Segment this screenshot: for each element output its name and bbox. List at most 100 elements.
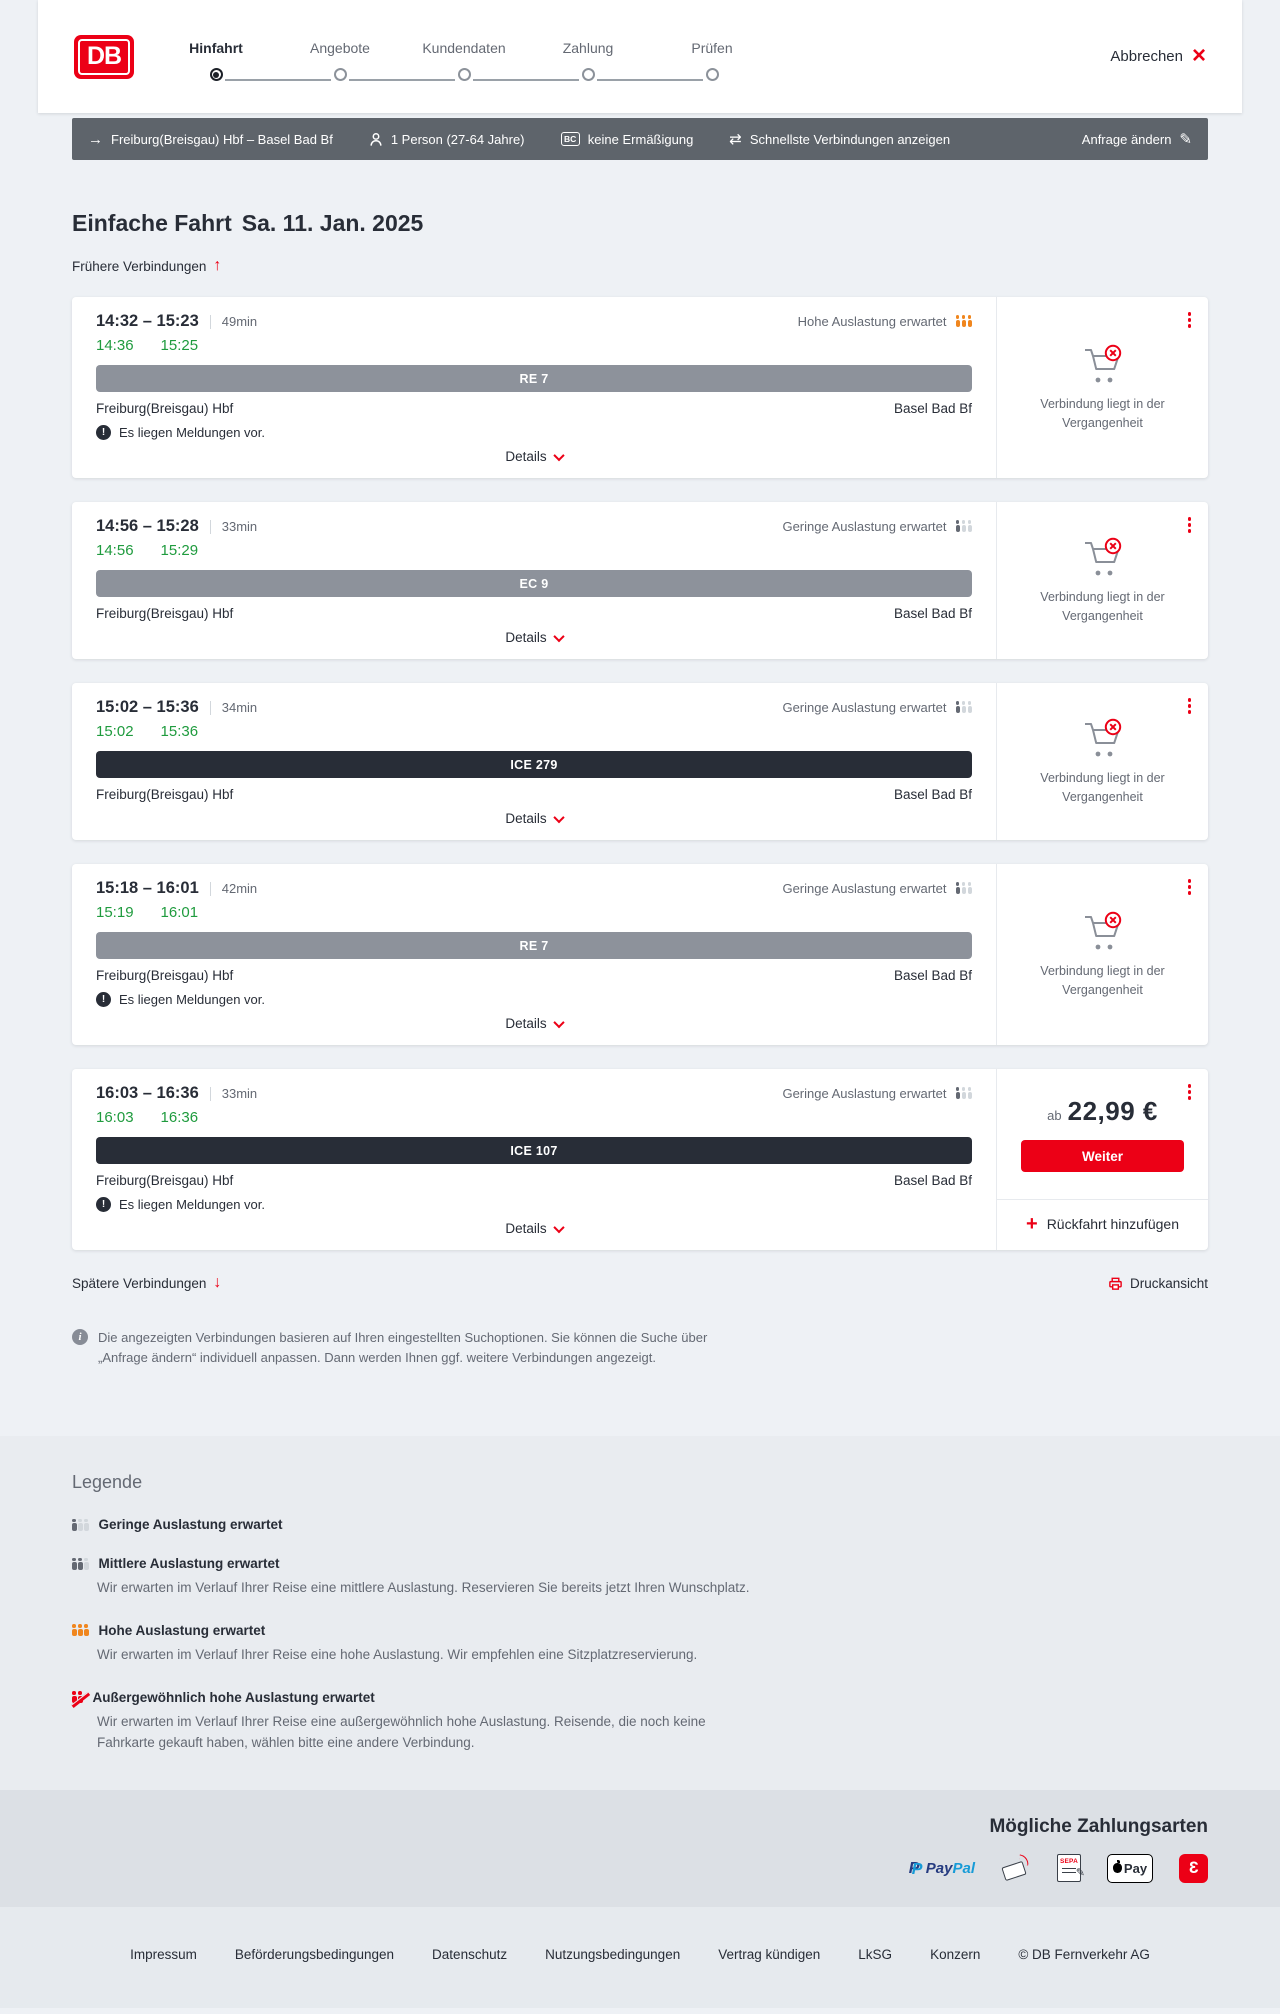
step-dot-icon: [457, 68, 471, 81]
past-connection-text: Verbindung liegt in der Vergangenheit: [1040, 397, 1165, 430]
occupancy-medium-icon: [72, 1557, 89, 1570]
divider: [209, 1086, 211, 1101]
step-angebote[interactable]: Angebote: [225, 40, 402, 81]
occupancy-label: Geringe Auslastung erwartet: [782, 519, 947, 534]
origin-station: Freiburg(Breisgau) Hbf: [96, 1173, 234, 1188]
connection-aside: Verbindung liegt in der Vergangenheit: [996, 502, 1208, 659]
later-row: Spätere Verbindungen ↓ Druckansicht: [72, 1274, 1208, 1292]
legend-title: Legende: [72, 1472, 143, 1493]
pencil-icon: ✎: [1179, 130, 1192, 148]
more-options-button[interactable]: [1186, 310, 1194, 330]
chevron-down-icon: [552, 1016, 565, 1028]
legend-label-text: Mittlere Auslastung erwartet: [98, 1556, 280, 1572]
details-label: Details: [505, 449, 547, 464]
legend-item-extreme: Außergewöhnlich hohe Auslastung erwartet…: [72, 1690, 1208, 1754]
later-connections-label: Spätere Verbindungen: [72, 1275, 207, 1291]
main-content: → Freiburg(Breisgau) Hbf – Basel Bad Bf …: [0, 118, 1280, 1368]
details-toggle[interactable]: Details: [96, 630, 972, 649]
price-line: ab 22,99 €: [1047, 1096, 1158, 1127]
footer-link-nutzungsbedingungen[interactable]: Nutzungsbedingungen: [545, 1946, 681, 1962]
details-toggle[interactable]: Details: [96, 811, 972, 830]
origin-station: Freiburg(Breisgau) Hbf: [96, 606, 234, 621]
alert-icon: !: [96, 425, 111, 440]
divider: [209, 519, 211, 534]
search-summary-bar: → Freiburg(Breisgau) Hbf – Basel Bad Bf …: [72, 118, 1208, 160]
connection-time: 16:03 – 16:36: [96, 1084, 199, 1102]
payment-icons: PayPal SEPA ✎ Pay 3: [72, 1853, 1208, 1883]
destination-station: Basel Bad Bf: [893, 606, 972, 621]
connection-aside: ab 22,99 € Weiter + Rückfahrt hinzufügen: [996, 1069, 1208, 1250]
origin-station: Freiburg(Breisgau) Hbf: [96, 401, 234, 416]
footer-link-impressum[interactable]: Impressum: [130, 1946, 197, 1962]
realtime-times: 15:02 15:36: [96, 723, 972, 740]
connection-main: 16:03 – 16:36 33min Geringe Auslastung e…: [72, 1069, 996, 1250]
train-segment-bar: EC 9: [96, 570, 972, 597]
header: DB Hinfahrt Angebote Kundendaten Zahlung…: [38, 0, 1242, 113]
connection-time: 15:18 – 16:01: [96, 879, 199, 897]
connection-duration: 33min: [221, 519, 258, 534]
occupancy-high-icon: [72, 1624, 89, 1637]
arrow-up-icon: ↑: [213, 257, 222, 274]
print-view-link[interactable]: Druckansicht: [1108, 1276, 1208, 1291]
connection-card: 15:02 – 15:36 34min Geringe Auslastung e…: [72, 683, 1208, 840]
step-kundendaten[interactable]: Kundendaten: [349, 40, 526, 81]
step-pruefen[interactable]: Prüfen: [597, 40, 774, 81]
details-toggle[interactable]: Details: [96, 1016, 972, 1035]
legend-label-text: Geringe Auslastung erwartet: [98, 1517, 283, 1533]
paypal-mark-icon: [909, 1860, 923, 1879]
details-toggle[interactable]: Details: [96, 449, 972, 468]
connection-aside: Verbindung liegt in der Vergangenheit: [996, 297, 1208, 478]
footer-link-konzern[interactable]: Konzern: [930, 1946, 981, 1962]
connection-time: 14:56 – 15:28: [96, 517, 199, 535]
page-title: Einfache Fahrt Sa. 11. Jan. 2025: [72, 210, 1208, 237]
more-options-button[interactable]: [1186, 696, 1194, 716]
legend-label-text: Außergewöhnlich hohe Auslastung erwartet: [92, 1690, 375, 1706]
chevron-down-icon: [552, 449, 565, 461]
footer-link-lksg[interactable]: LkSG: [858, 1946, 893, 1962]
info-text: Die angezeigten Verbindungen basieren au…: [98, 1330, 708, 1366]
footer-link-vertrag-kuendigen[interactable]: Vertrag kündigen: [718, 1946, 821, 1962]
change-request-button[interactable]: Anfrage ändern ✎: [1082, 132, 1192, 147]
realtime-arrival: 16:01: [160, 904, 199, 921]
step-hinfahrt[interactable]: Hinfahrt: [154, 40, 278, 81]
later-connections-link[interactable]: Spätere Verbindungen ↓: [72, 1274, 221, 1292]
earlier-connections-link[interactable]: Frühere Verbindungen ↑: [72, 257, 221, 275]
person-icon: [369, 132, 383, 147]
more-options-button[interactable]: [1186, 1082, 1194, 1102]
realtime-times: 15:19 16:01: [96, 904, 972, 921]
db-logo[interactable]: DB: [74, 34, 134, 79]
connection-message-text: Es liegen Meldungen vor.: [119, 992, 265, 1007]
footer-link-befoerderungsbedingungen[interactable]: Beförderungsbedingungen: [234, 1946, 395, 1962]
sort-arrows-icon: ⇄: [729, 130, 742, 148]
occupancy-indicator: Geringe Auslastung erwartet: [782, 519, 972, 534]
connection-message-text: Es liegen Meldungen vor.: [119, 425, 265, 440]
step-dot-icon: [705, 68, 719, 81]
summary-filter[interactable]: ⇄ Schnellste Verbindungen anzeigen: [729, 132, 950, 147]
connection-message-text: Es liegen Meldungen vor.: [119, 1197, 265, 1212]
connection-duration: 42min: [221, 881, 258, 896]
pen-icon: ✎: [1075, 1867, 1085, 1880]
footer-link-datenschutz[interactable]: Datenschutz: [432, 1946, 508, 1962]
cancel-button[interactable]: Abbrechen ×: [1110, 43, 1206, 69]
summary-passenger: 1 Person (27-64 Jahre): [369, 132, 525, 147]
connection-duration: 49min: [221, 314, 258, 329]
step-zahlung[interactable]: Zahlung: [473, 40, 650, 81]
realtime-times: 14:36 15:25: [96, 337, 972, 354]
cancel-label: Abbrechen: [1110, 48, 1183, 65]
details-toggle[interactable]: Details: [96, 1221, 972, 1240]
bahncard-icon: BC: [560, 132, 580, 146]
trip-date: Sa. 11. Jan. 2025: [241, 210, 424, 236]
summary-filter-text: Schnellste Verbindungen anzeigen: [749, 131, 951, 147]
apple-logo-icon: [1112, 1860, 1122, 1874]
connection-message: ! Es liegen Meldungen vor.: [96, 425, 972, 440]
occupancy-low-icon: [955, 1087, 972, 1100]
destination-station: Basel Bad Bf: [893, 787, 972, 802]
printer-icon: [1108, 1276, 1123, 1291]
occupancy-extreme-icon: [72, 1691, 83, 1704]
continue-button[interactable]: Weiter: [1021, 1140, 1184, 1172]
divider: [209, 314, 211, 329]
more-options-button[interactable]: [1186, 877, 1194, 897]
add-return-button[interactable]: + Rückfahrt hinzufügen: [997, 1199, 1208, 1250]
more-options-button[interactable]: [1186, 515, 1194, 535]
details-label: Details: [505, 630, 547, 645]
